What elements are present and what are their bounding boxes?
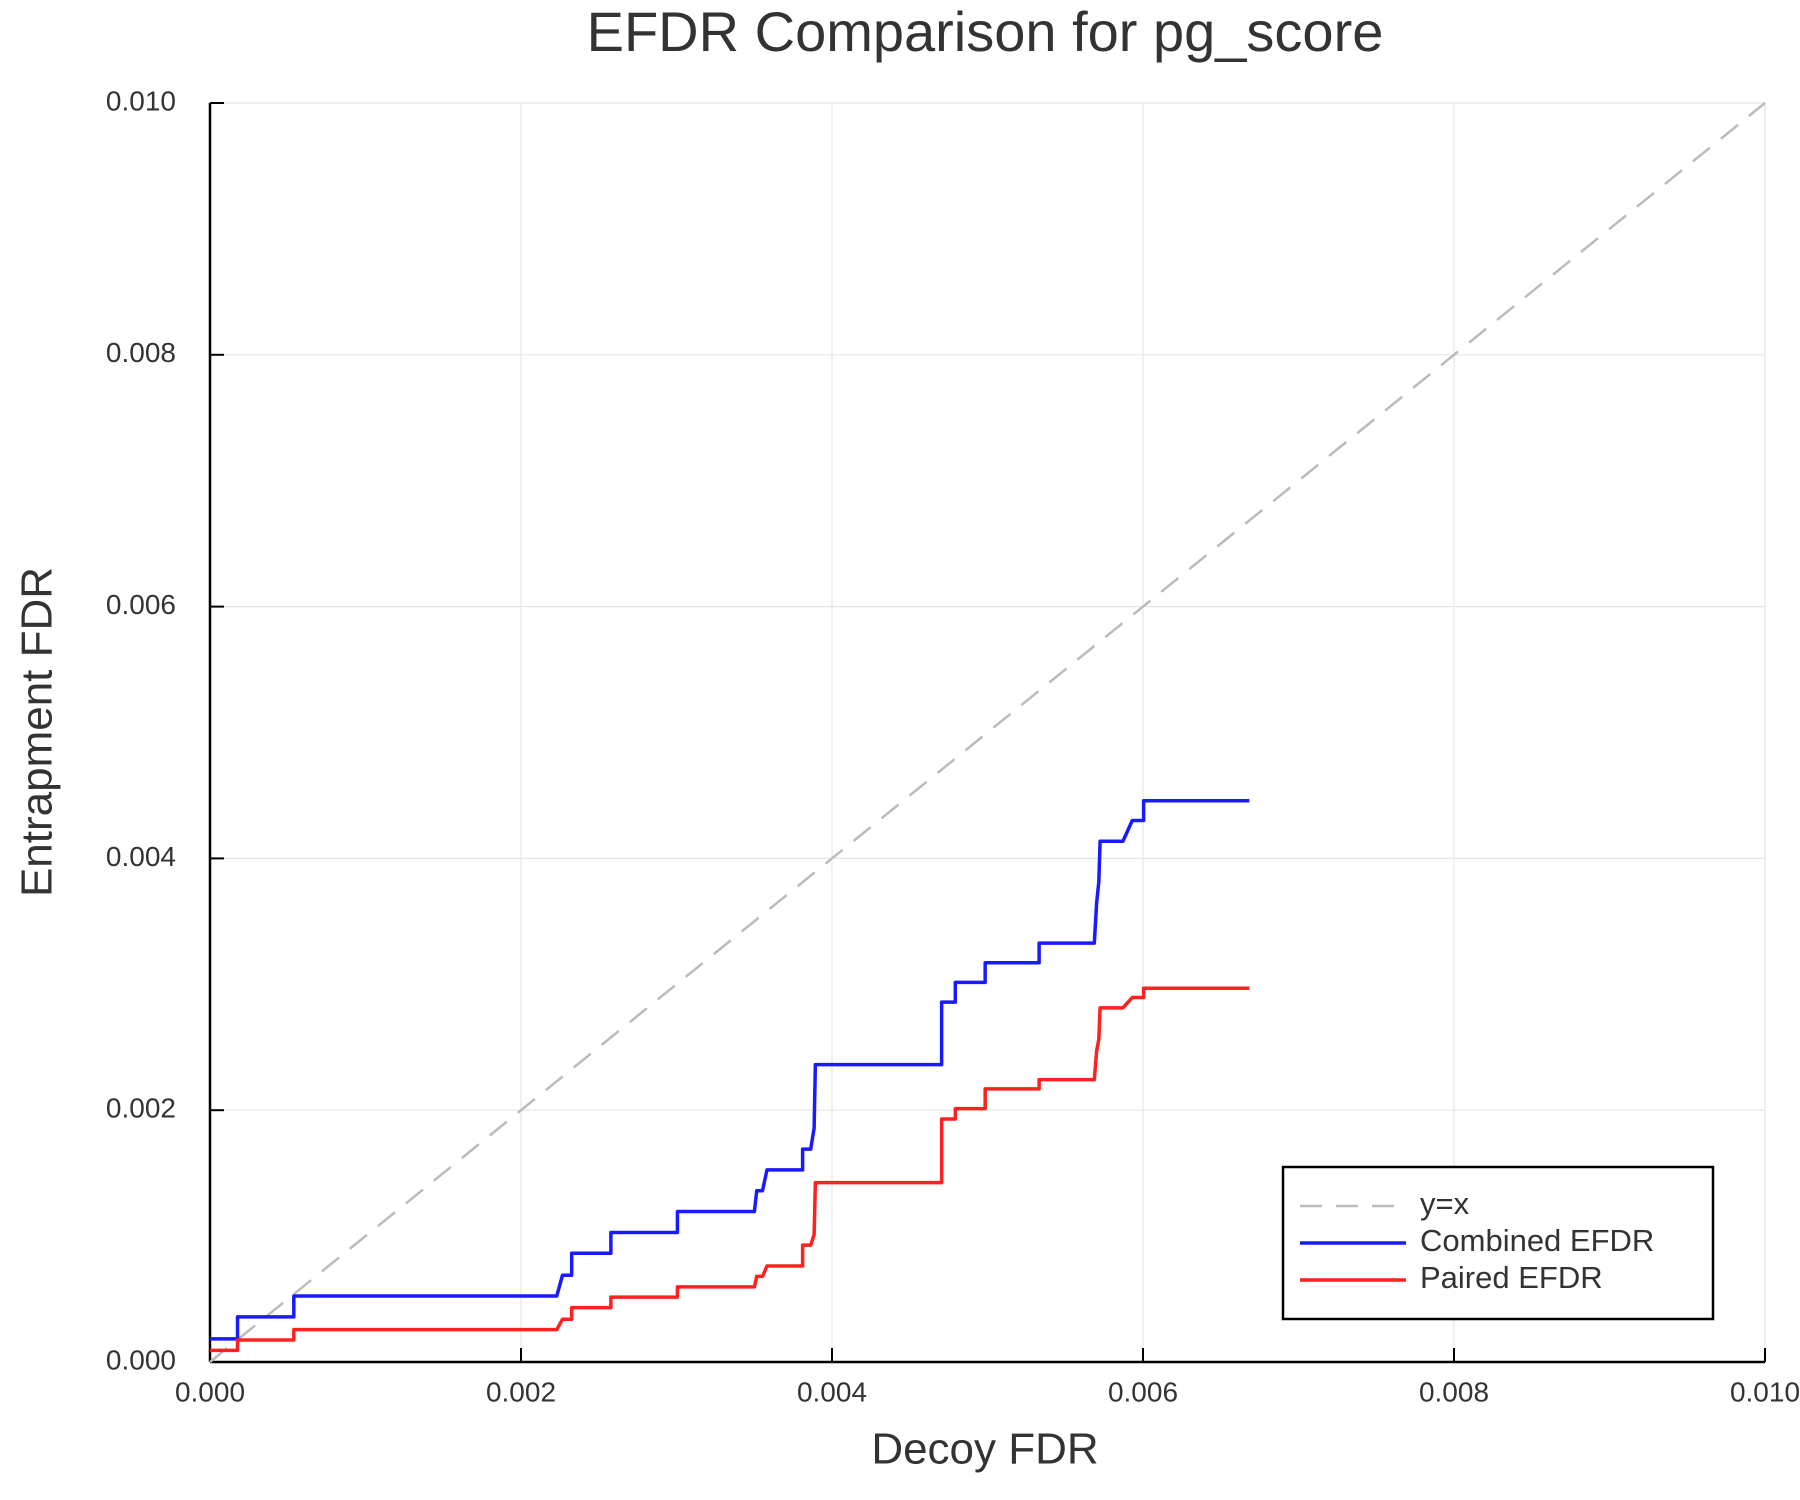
chart-title: EFDR Comparison for pg_score bbox=[587, 0, 1384, 63]
y-axis-label: Entrapment FDR bbox=[13, 567, 62, 897]
x-tick-label: 0.008 bbox=[1419, 1376, 1489, 1407]
x-tick-label: 0.006 bbox=[1108, 1376, 1178, 1407]
y-tick-label: 0.004 bbox=[106, 841, 176, 872]
y-tick-label: 0.002 bbox=[106, 1093, 176, 1124]
y-tick-label: 0.010 bbox=[106, 85, 176, 116]
series-line bbox=[209, 102, 1766, 1363]
x-axis-label: Decoy FDR bbox=[871, 1425, 1098, 1474]
legend-label: Combined EFDR bbox=[1420, 1223, 1654, 1258]
y-tick-label: 0.000 bbox=[106, 1344, 176, 1375]
x-tick-label: 0.004 bbox=[797, 1376, 867, 1407]
legend-label: y=x bbox=[1420, 1186, 1470, 1221]
x-tick-label: 0.002 bbox=[486, 1376, 556, 1407]
series-line bbox=[210, 798, 1250, 1341]
x-tick-label: 0.010 bbox=[1730, 1376, 1800, 1407]
x-tick-label: 0.000 bbox=[175, 1376, 245, 1407]
y-tick-label: 0.006 bbox=[106, 589, 176, 620]
series-line bbox=[210, 986, 1250, 1353]
y-tick-label: 0.008 bbox=[106, 337, 176, 368]
legend-label: Paired EFDR bbox=[1420, 1260, 1603, 1295]
